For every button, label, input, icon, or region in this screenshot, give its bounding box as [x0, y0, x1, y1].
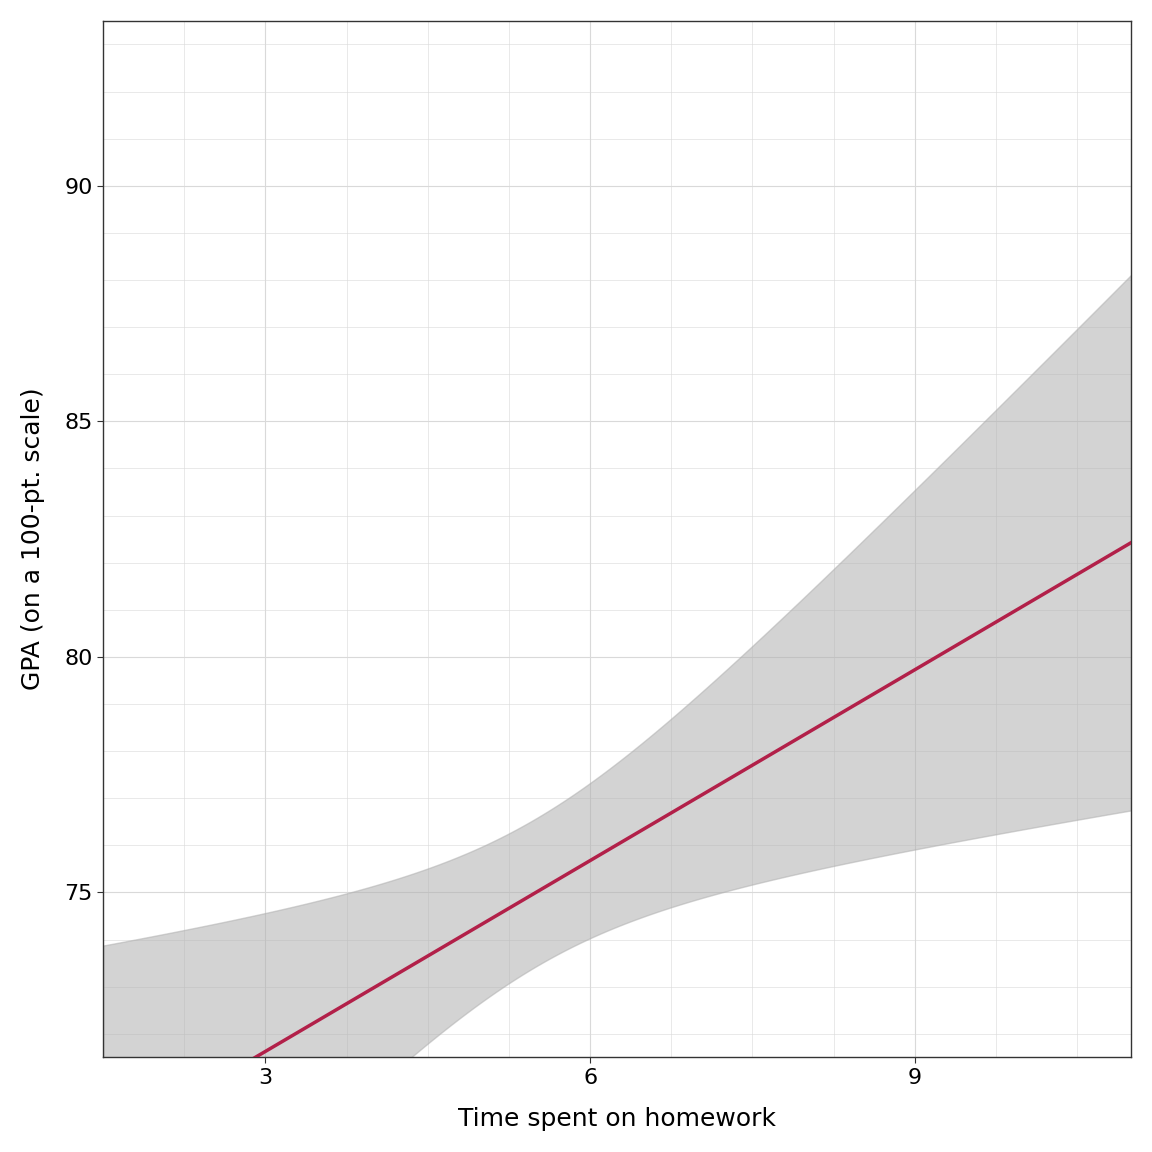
Y-axis label: GPA (on a 100-pt. scale): GPA (on a 100-pt. scale) — [21, 388, 45, 690]
X-axis label: Time spent on homework: Time spent on homework — [458, 1107, 776, 1131]
